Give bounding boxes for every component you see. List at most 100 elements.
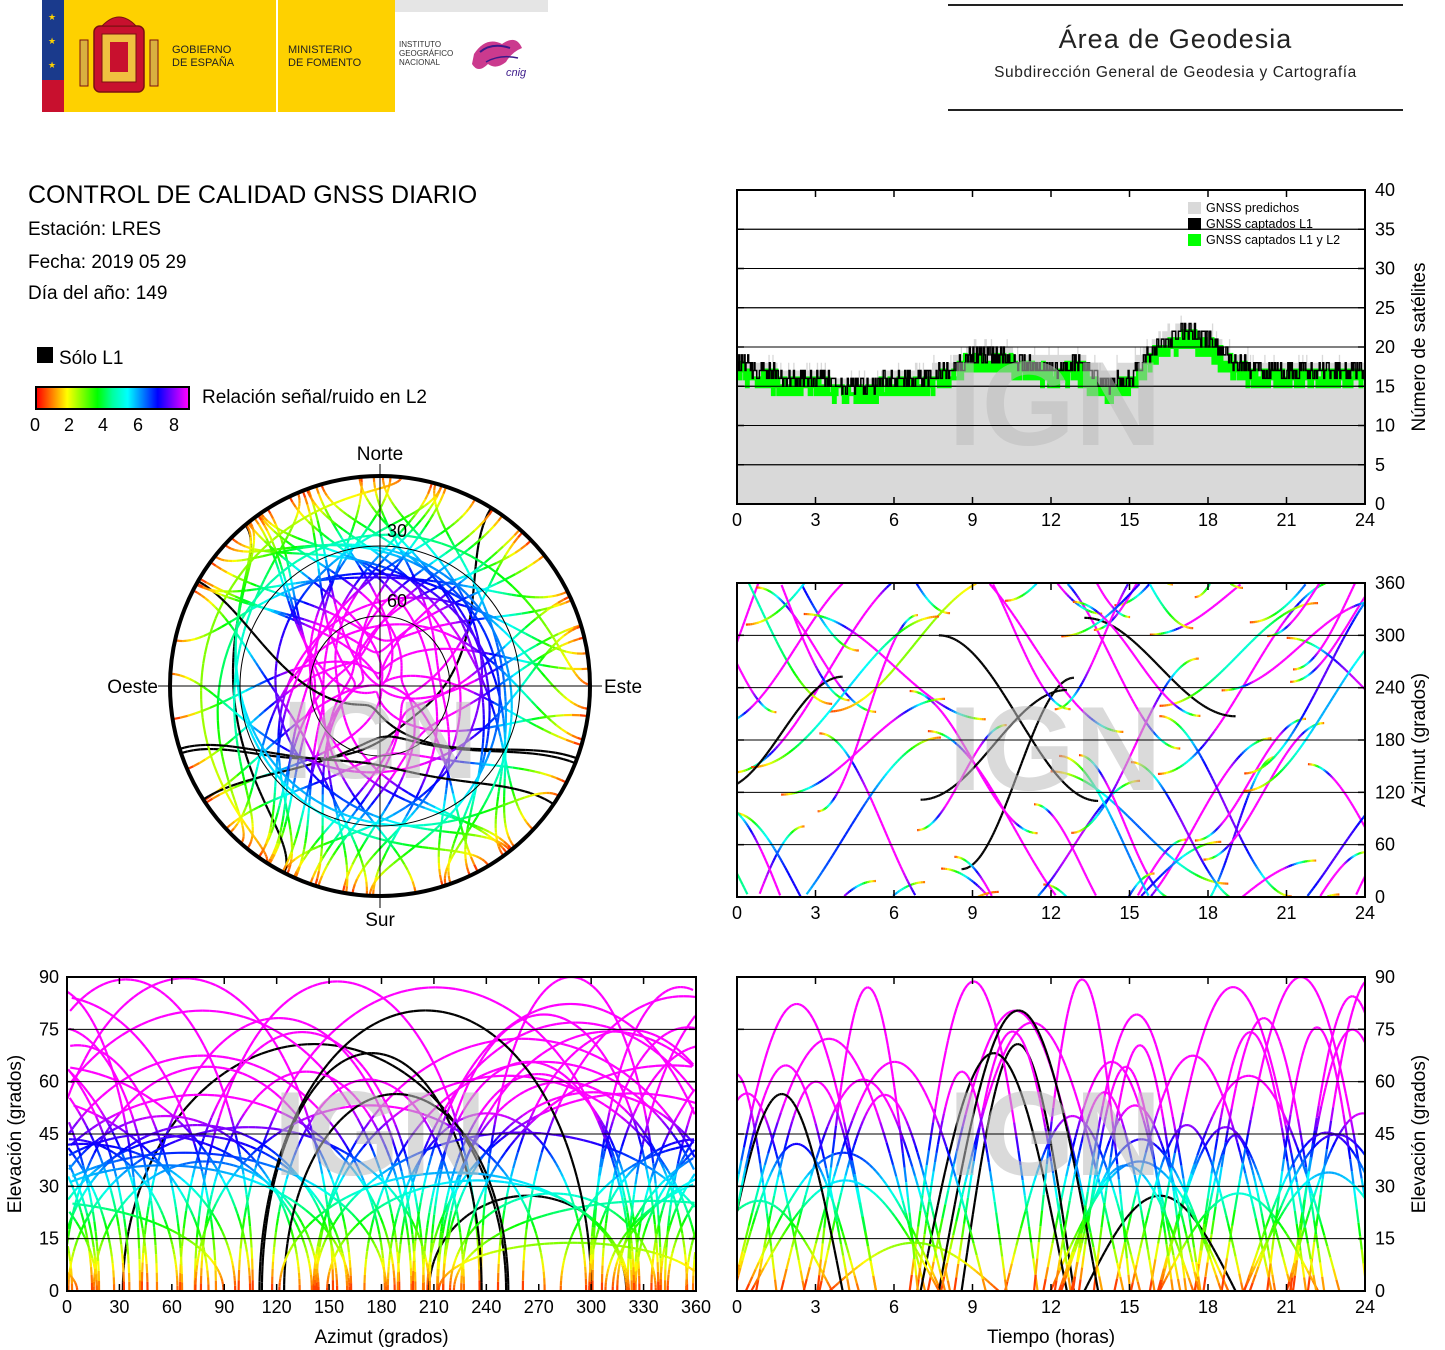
trajectory-segment <box>439 748 444 756</box>
trajectory-segment <box>702 710 703 711</box>
trajectory-segment <box>491 628 498 639</box>
trajectory-segment <box>358 538 367 545</box>
gobierno-logo: GOBIERNO DE ESPAÑA <box>64 0 276 112</box>
trajectory-segment <box>445 848 451 852</box>
trajectory-segment <box>502 751 507 761</box>
trajectory-segment <box>1005 799 1009 804</box>
trajectory-segment <box>740 671 744 675</box>
trajectory-segment <box>442 696 446 701</box>
trajectory-segment <box>414 704 418 708</box>
trajectory-segment <box>342 511 349 516</box>
trajectory-segment <box>315 729 319 735</box>
trajectory-segment <box>271 738 279 745</box>
trajectory-segment <box>348 598 355 606</box>
trajectory-segment <box>1415 590 1416 591</box>
trajectory-segment <box>256 786 261 793</box>
trajectory-segment <box>441 752 448 758</box>
trajectory-segment <box>345 735 352 741</box>
trajectory-segment <box>386 539 393 546</box>
trajectory-segment <box>335 649 340 655</box>
trajectory-segment <box>362 670 367 675</box>
trajectory-segment <box>724 640 725 642</box>
trajectory-segment <box>563 631 569 637</box>
trajectory-segment <box>979 853 983 857</box>
trajectory-segment <box>395 601 402 607</box>
trajectory-segment <box>415 845 423 849</box>
trajectory-segment <box>412 528 419 535</box>
trajectory-segment <box>330 580 335 587</box>
trajectory-segment <box>274 688 278 697</box>
trajectory-segment <box>421 498 427 506</box>
trajectory-segment <box>363 871 367 878</box>
trajectory-segment <box>370 884 375 890</box>
trajectory-segment <box>1372 841 1373 844</box>
trajectory-segment <box>386 709 391 715</box>
trajectory-segment <box>409 844 416 848</box>
trajectory-segment <box>430 583 438 588</box>
trajectory-segment <box>338 664 342 668</box>
trajectory-segment <box>524 675 530 683</box>
trajectory-segment <box>422 788 430 795</box>
trajectory-segment <box>442 600 449 607</box>
trajectory-segment <box>359 724 365 730</box>
trajectory-segment <box>385 677 389 681</box>
trajectory-segment <box>449 652 455 659</box>
trajectory-segment <box>221 623 228 628</box>
trajectory-segment <box>335 550 343 556</box>
trajectory-segment <box>480 835 487 839</box>
trajectory-segment <box>355 641 360 645</box>
trajectory-segment <box>493 520 500 527</box>
trajectory-segment <box>382 689 386 693</box>
trajectory-segment <box>434 744 440 748</box>
trajectory-segment <box>389 712 395 717</box>
trajectory-segment <box>462 810 468 818</box>
trajectory-segment <box>321 610 326 616</box>
trajectory-segment <box>222 701 229 707</box>
trajectory-segment <box>784 837 788 841</box>
trajectory-segment <box>358 868 364 875</box>
trajectory-segment <box>284 535 289 541</box>
trajectory-segment <box>392 847 399 855</box>
trajectory-segment <box>290 524 294 530</box>
y-tick-label: 40 <box>1375 180 1395 200</box>
trajectory-segment <box>281 719 285 726</box>
trajectory-segment <box>1071 588 1075 592</box>
trajectory-segment <box>381 753 385 757</box>
trajectory-segment <box>210 750 218 757</box>
trajectory-segment <box>280 753 286 757</box>
trajectory-segment <box>728 646 729 648</box>
trajectory-segment <box>1074 592 1078 597</box>
trajectory-segment <box>242 712 248 722</box>
trajectory-segment <box>1322 768 1326 772</box>
trajectory-segment <box>404 593 411 600</box>
trajectory-segment <box>269 751 276 755</box>
trajectory-segment <box>419 797 427 805</box>
trajectory-segment <box>774 745 779 750</box>
trajectory-segment <box>348 663 352 667</box>
trajectory-segment <box>464 591 473 601</box>
trajectory-segment <box>324 745 328 752</box>
trajectory-segment <box>401 815 408 824</box>
trajectory-segment <box>444 622 451 626</box>
trajectory-segment <box>407 846 415 853</box>
trajectory-segment <box>297 670 302 676</box>
trajectory-segment <box>332 820 341 826</box>
trajectory-segment <box>497 786 501 792</box>
trajectory-segment <box>706 616 707 617</box>
trajectory-segment <box>495 667 500 678</box>
trajectory-segment <box>369 585 376 593</box>
trajectory-segment <box>540 619 548 628</box>
trajectory-segment <box>259 549 265 553</box>
trajectory-segment <box>369 705 373 708</box>
trajectory-segment <box>763 705 766 708</box>
trajectory-segment <box>461 642 467 648</box>
trajectory-segment <box>412 558 420 565</box>
trajectory-segment <box>562 694 568 700</box>
trajectory-segment <box>559 592 565 596</box>
trajectory-segment <box>404 769 409 773</box>
trajectory-segment <box>796 826 799 830</box>
trajectory-segment <box>393 505 399 512</box>
trajectory-segment <box>723 675 724 678</box>
trajectory-segment <box>312 699 317 706</box>
trajectory-segment <box>358 843 365 852</box>
